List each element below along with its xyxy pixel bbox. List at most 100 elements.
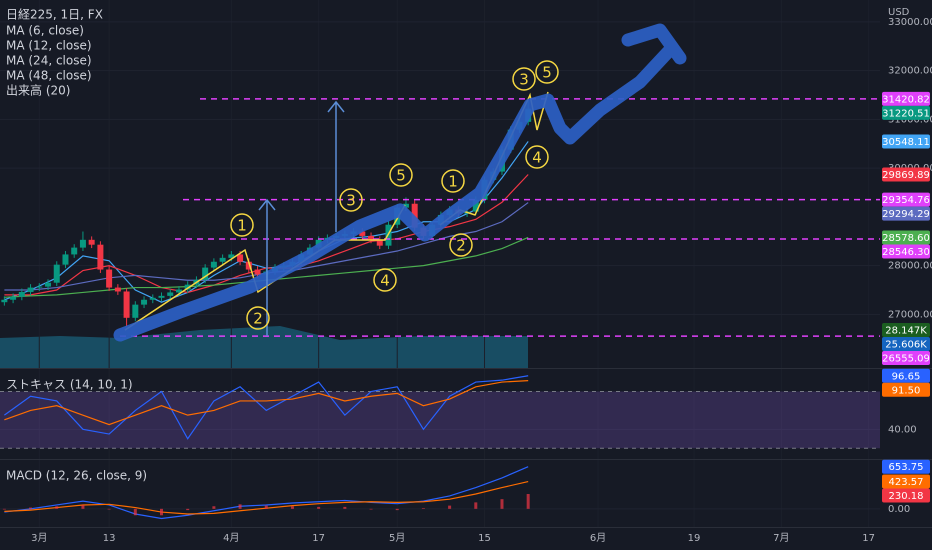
x-tick-label: 5月 — [389, 532, 405, 544]
y-tick-label: 33000.00 — [888, 17, 932, 28]
x-tick-label: 7月 — [773, 532, 789, 544]
histogram-bar — [133, 508, 137, 516]
histogram-bar — [500, 499, 504, 509]
wave-circle — [339, 188, 363, 212]
chart-title: 日経225, 1日, FX — [6, 8, 103, 22]
histogram-bar — [343, 506, 347, 509]
wave-circle — [449, 233, 473, 257]
candle-body — [88, 239, 95, 245]
histogram-bar — [107, 508, 111, 510]
candle-body — [97, 244, 104, 270]
wave-circle — [389, 163, 413, 187]
histogram-bar — [421, 508, 425, 509]
price-label-box — [882, 474, 930, 489]
legend-entry: MA (48, close) — [6, 69, 92, 83]
indicator-line — [4, 466, 529, 520]
wave-circle — [535, 60, 559, 84]
candle-body — [254, 269, 261, 275]
measure-arrows — [258, 100, 345, 336]
candle-body — [202, 267, 209, 280]
candle-body — [402, 203, 409, 208]
price-label-box — [882, 351, 930, 365]
histogram-bar — [264, 505, 268, 509]
candle-body — [158, 295, 165, 298]
price-label-box — [882, 230, 930, 245]
histogram-bar — [526, 494, 530, 509]
price-label-box — [882, 134, 930, 149]
wave-label: 5 — [542, 64, 552, 82]
candle-body — [175, 289, 182, 293]
wave-label: 3 — [519, 71, 529, 89]
legend-entry: MA (24, close) — [6, 54, 92, 68]
histogram-bar — [395, 508, 399, 511]
price-label-box — [882, 488, 930, 503]
candle-body — [210, 261, 217, 268]
price-label-box — [882, 206, 930, 221]
candle-body — [376, 239, 383, 246]
candle-body — [1, 299, 8, 303]
wave-label: 1 — [448, 173, 458, 191]
histogram-bar — [2, 508, 6, 510]
price-label-box — [882, 382, 930, 397]
y-tick-label: 0.00 — [888, 504, 910, 515]
wave-label: 2 — [456, 237, 466, 255]
candle-body — [359, 231, 366, 236]
price-label-box — [882, 337, 930, 351]
volume-title: 出来高 (20) — [6, 83, 70, 98]
price-label: 423.57 — [889, 477, 924, 488]
brush-arrow — [113, 23, 687, 342]
price-label-box — [882, 368, 930, 383]
indicator-line — [4, 375, 529, 440]
wave-label: 4 — [380, 272, 390, 290]
volume-area — [0, 326, 528, 368]
price-label: 29294.29 — [882, 209, 930, 220]
wave-label: 5 — [396, 167, 406, 185]
x-tick-label: 3月 — [31, 532, 47, 544]
wave-circle — [525, 145, 549, 169]
price-label-box — [882, 192, 930, 207]
price-label: 29869.89 — [882, 170, 930, 181]
price-label-box — [882, 459, 930, 474]
price-label-box — [882, 91, 930, 106]
price-label-box — [882, 167, 930, 182]
histogram-bar — [160, 508, 164, 516]
price-label: 653.75 — [889, 462, 924, 473]
wave-circle — [230, 213, 254, 237]
price-label-box — [882, 105, 930, 120]
pane-title: MACD (12, 26, close, 9) — [6, 469, 147, 483]
legend-entry: MA (6, close) — [6, 24, 84, 38]
candle-body — [228, 254, 235, 258]
candle-body — [184, 284, 191, 290]
candle-body — [10, 296, 17, 300]
price-label: 31420.82 — [882, 94, 930, 105]
drawings: 1 2 3 4 5 1 2 3 4 5 — [113, 23, 687, 342]
plot-layer — [0, 21, 880, 520]
histogram-bar — [186, 508, 190, 511]
histogram-bar — [317, 506, 321, 509]
y-tick-label: 28000.00 — [888, 261, 932, 272]
wave-label: 4 — [532, 149, 542, 167]
price-label: 28.147K — [885, 326, 927, 337]
histogram-bar — [369, 508, 373, 510]
histogram-bar — [29, 507, 33, 509]
candle-body — [79, 239, 86, 248]
x-tick-label: 17 — [312, 533, 325, 544]
y-tick-label: 32000.00 — [888, 66, 932, 77]
price-label-box — [882, 323, 930, 337]
histogram-bar — [238, 504, 242, 509]
candle-body — [237, 254, 244, 262]
candle-body — [149, 297, 156, 300]
price-label: 230.18 — [889, 491, 924, 502]
wave-circle — [246, 306, 270, 330]
price-label: 96.65 — [892, 371, 921, 382]
unit-label: USD — [888, 7, 910, 18]
candle-body — [45, 282, 52, 287]
candle-body — [219, 257, 226, 262]
price-label: 29354.76 — [882, 195, 930, 206]
x-tick-label: 19 — [688, 533, 701, 544]
histogram-bar — [448, 505, 452, 509]
price-label-box — [882, 244, 930, 259]
candle-body — [36, 286, 43, 288]
y-tick-label: 27000.00 — [888, 309, 932, 320]
